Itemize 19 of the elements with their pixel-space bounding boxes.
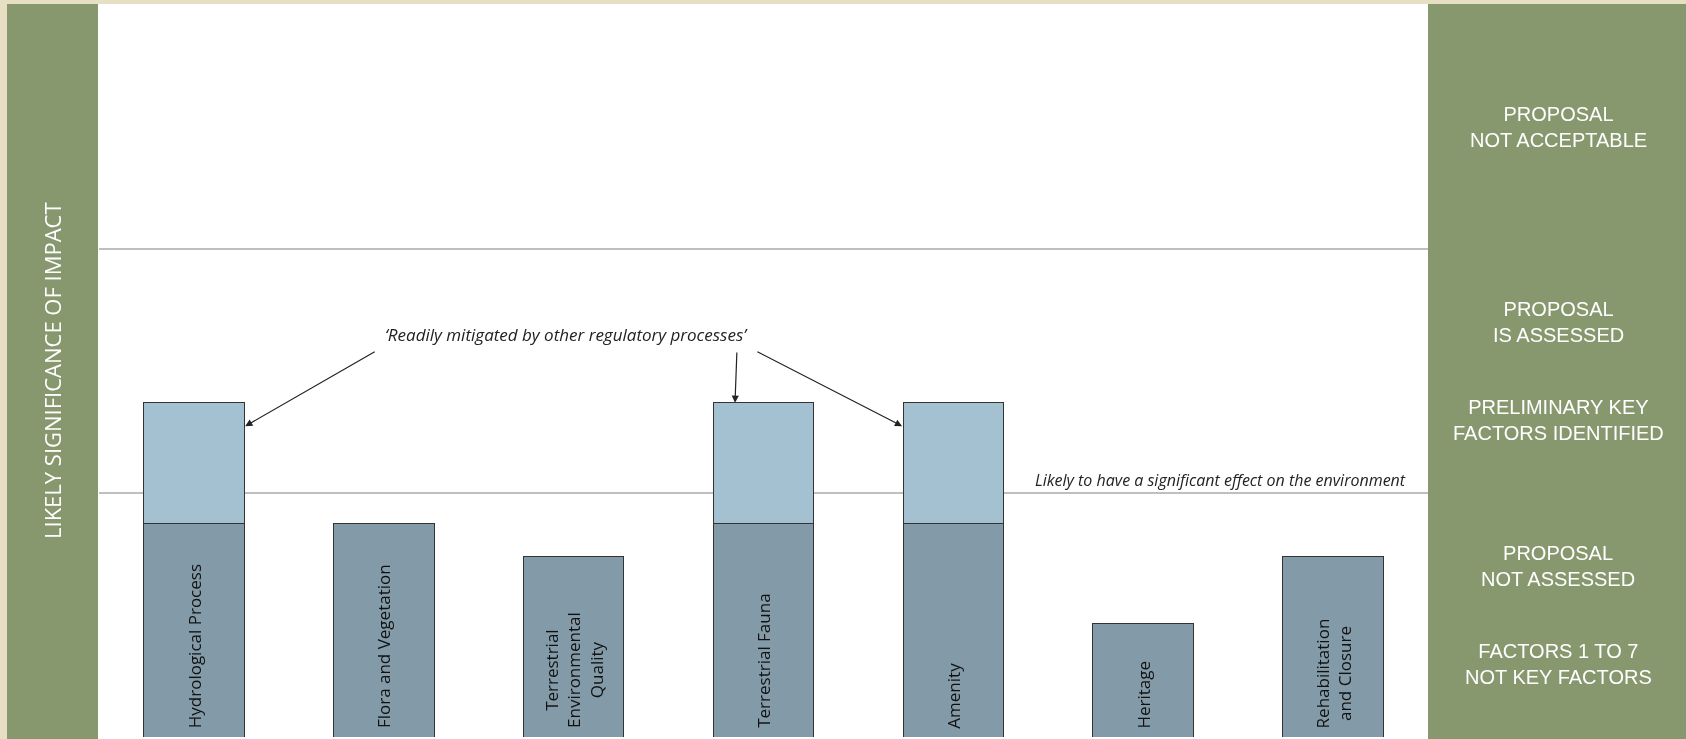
- y-axis-title: LIKELY SIGNIFICANCE OF IMPACT: [37, 202, 67, 539]
- bar: [1282, 556, 1384, 737]
- text: PROPOSAL NOT ACCEPTABLE: [1470, 103, 1648, 151]
- bar: [522, 556, 625, 737]
- x-tick-label: Hydrological Process: [182, 563, 206, 729]
- x-tick-label: Heritage: [1131, 660, 1155, 729]
- x-tick-label: Amenity: [942, 662, 966, 729]
- x-tick-label: Rehabilitation and Closure: [1310, 618, 1356, 729]
- ref-line-label: Likely to have a significant effect on the environment: [1035, 469, 1406, 491]
- text: FACTORS 1 TO 7 NOT KEY FACTORS: [1465, 640, 1652, 688]
- text: PROPOSAL IS ASSESSED: [1493, 298, 1625, 346]
- text: PRELIMINARY KEY FACTORS IDENTIFIED: [1453, 396, 1664, 444]
- x-tick-label: Terrestrial Environmental Quality: [540, 612, 608, 728]
- text: PROPOSAL NOT ASSESSED: [1481, 542, 1636, 590]
- bar: [332, 522, 435, 737]
- x-tick-label: Terrestrial Fauna: [752, 593, 776, 728]
- bar: [1092, 622, 1195, 737]
- x-tick-label: Flora and Vegetation: [372, 564, 396, 729]
- text: ‘Readily mitigated by other regulatory processes’: [385, 323, 749, 346]
